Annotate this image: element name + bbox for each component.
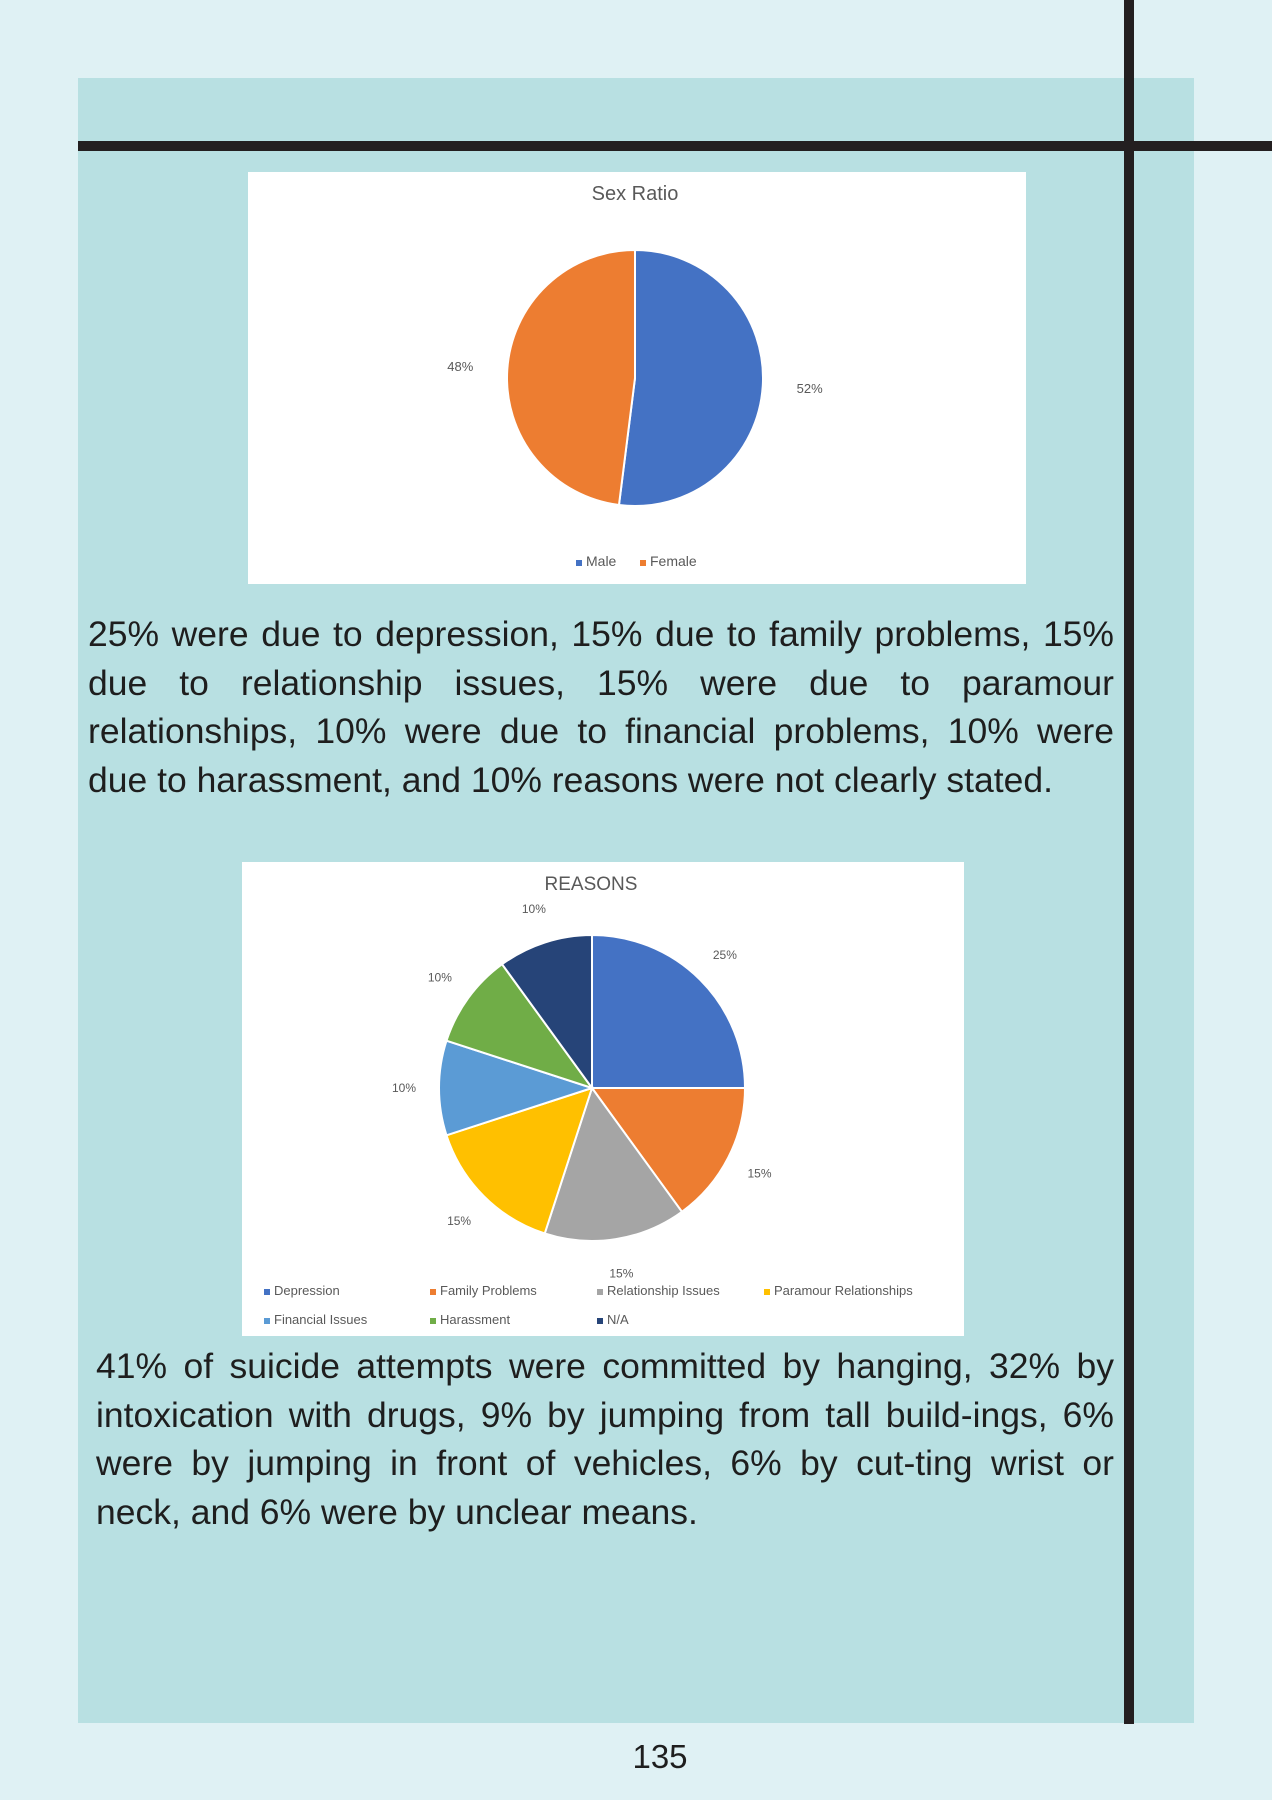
pie-slice-depression xyxy=(591,933,747,1089)
data-label-relationship-issues: 15% xyxy=(609,1267,633,1281)
data-label-female: 48% xyxy=(447,359,473,374)
legend-item-harassment: Harassment xyxy=(440,1312,510,1327)
legend-item-relationship-issues: Relationship Issues xyxy=(607,1283,720,1298)
legend-marker-family-problems xyxy=(430,1289,436,1295)
sex-ratio-pie-chart: Sex Ratio 52% 48% Male Female xyxy=(447,183,823,569)
legend-item-paramour-relationships: Paramour Relationships xyxy=(774,1283,913,1298)
legend-item-depression: Depression xyxy=(274,1283,340,1298)
pie-slice-female xyxy=(506,248,636,507)
legend-marker-male xyxy=(576,560,582,566)
legend-item-n-a: N/A xyxy=(607,1312,629,1327)
chart-title: Sex Ratio xyxy=(592,183,679,205)
legend-item-financial-issues: Financial Issues xyxy=(274,1312,368,1327)
legend-item-male: Male xyxy=(586,553,617,569)
pie-slice-family-problems xyxy=(590,1087,747,1214)
content-panel-top-band xyxy=(78,78,1122,144)
reasons-paragraph: 25% were due to depression, 15% due to f… xyxy=(88,614,1114,800)
data-label-family-problems: 15% xyxy=(747,1166,771,1180)
legend-marker-depression xyxy=(264,1289,270,1295)
methods-paragraph: 41% of suicide attempts were committed b… xyxy=(96,1346,1114,1532)
legend-marker-female xyxy=(640,560,646,566)
legend-marker-n-a xyxy=(597,1318,603,1324)
data-label-financial-issues: 10% xyxy=(392,1081,416,1095)
data-label-depression: 25% xyxy=(713,948,737,962)
legend-marker-financial-issues xyxy=(264,1318,270,1324)
data-label-harassment: 10% xyxy=(428,971,452,985)
reasons-chart: REASONS 25% 15% 15% 15% 10% 10% 10% Depression… xyxy=(242,862,964,1336)
page-number: 135 xyxy=(632,1738,688,1775)
pie-slice-n-a xyxy=(500,933,593,1092)
data-label-male: 52% xyxy=(797,381,823,396)
vertical-rule xyxy=(1124,0,1134,1724)
legend-item-family-problems: Family Problems xyxy=(440,1283,537,1298)
reasons-pie-chart: REASONS 25% 15% 15% 15% 10% 10% 10% Depression… xyxy=(264,874,913,1327)
sex-ratio-chart: Sex Ratio 52% 48% Male Female xyxy=(248,172,1026,584)
legend-marker-paramour-relationships xyxy=(764,1289,770,1295)
legend-item-female: Female xyxy=(650,553,697,569)
data-label-paramour-relationships: 15% xyxy=(447,1214,471,1228)
pie-slice-relationship-issues xyxy=(543,1085,684,1242)
data-label-n-a: 10% xyxy=(522,902,546,916)
chart-title: REASONS xyxy=(545,874,638,895)
pie-slice-financial-issues xyxy=(438,1039,596,1137)
pie-slice-harassment xyxy=(445,962,595,1090)
legend-marker-harassment xyxy=(430,1318,436,1324)
horizontal-rule xyxy=(78,141,1272,151)
pie-slice-male xyxy=(617,248,764,507)
legend-marker-relationship-issues xyxy=(597,1289,603,1295)
